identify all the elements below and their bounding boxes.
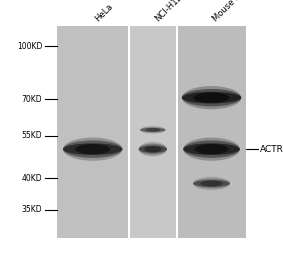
Ellipse shape [193, 178, 230, 188]
Ellipse shape [193, 180, 230, 187]
Ellipse shape [63, 140, 122, 158]
Text: Mouse brain: Mouse brain [212, 0, 254, 24]
Ellipse shape [193, 177, 230, 190]
Ellipse shape [182, 92, 241, 103]
Ellipse shape [140, 128, 166, 132]
Ellipse shape [200, 181, 223, 186]
Text: HeLa: HeLa [93, 2, 114, 24]
Ellipse shape [194, 93, 230, 103]
Ellipse shape [183, 138, 240, 161]
Ellipse shape [63, 143, 122, 155]
Text: 40KD: 40KD [22, 174, 42, 183]
Text: 35KD: 35KD [22, 205, 42, 214]
Ellipse shape [182, 89, 241, 106]
Ellipse shape [145, 128, 160, 132]
Bar [57, 26, 129, 238]
Text: ACTR3B: ACTR3B [260, 145, 283, 154]
Ellipse shape [139, 145, 167, 153]
Text: NCI-H125: NCI-H125 [153, 0, 187, 24]
Ellipse shape [182, 86, 241, 109]
Text: 70KD: 70KD [22, 95, 42, 103]
Bar [129, 26, 177, 238]
Ellipse shape [183, 143, 240, 155]
Ellipse shape [75, 144, 110, 154]
Ellipse shape [63, 138, 122, 161]
Ellipse shape [195, 144, 229, 154]
Ellipse shape [139, 142, 167, 157]
Ellipse shape [139, 144, 167, 155]
Ellipse shape [140, 126, 166, 134]
Bar [177, 26, 246, 238]
Ellipse shape [140, 127, 166, 133]
Text: 55KD: 55KD [22, 131, 42, 140]
Ellipse shape [183, 140, 240, 158]
Ellipse shape [144, 146, 161, 152]
Text: 100KD: 100KD [17, 42, 42, 51]
